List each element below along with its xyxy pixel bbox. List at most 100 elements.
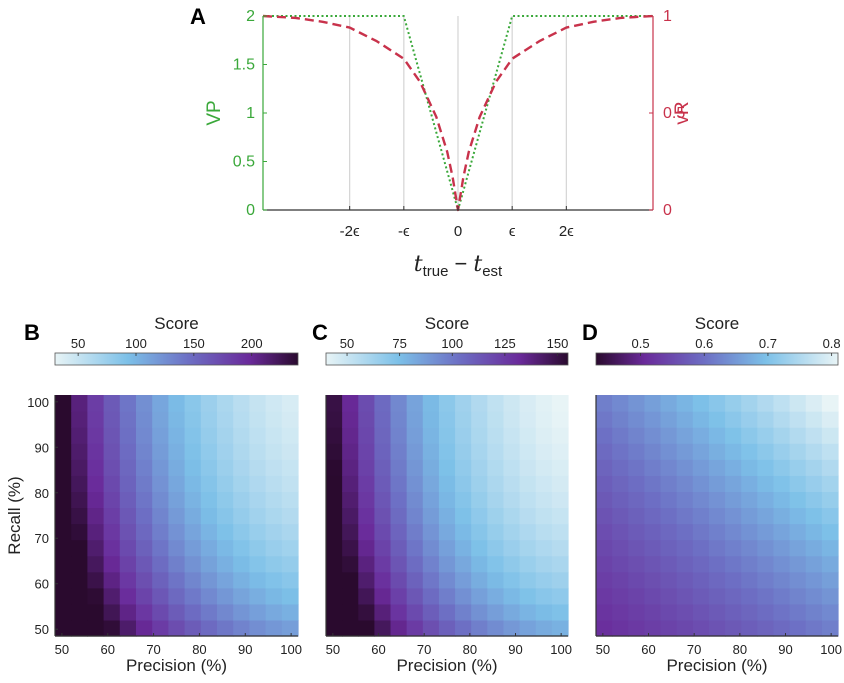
heatmap-cell [217, 411, 234, 428]
heatmap-cell [805, 571, 823, 589]
heatmap-cell [184, 443, 202, 460]
heatmap-cell [596, 587, 613, 605]
heatmap-cell [136, 539, 153, 557]
heatmap-cell [805, 459, 823, 476]
heatmap-cell [821, 459, 839, 476]
heatmap-cell [708, 523, 726, 541]
heatmap-cell [281, 411, 299, 428]
heatmap-cell [519, 539, 537, 557]
heatmap-cell [725, 507, 742, 525]
heatmap-cell [390, 491, 408, 509]
heatmap-cell [200, 395, 218, 412]
heatmap-cell [55, 507, 72, 525]
colorbar-tick-label: 0.7 [759, 336, 777, 351]
heatmap-cell [438, 491, 456, 509]
heatmap-cell [741, 491, 758, 509]
y-axis-label: Recall (%) [5, 476, 24, 554]
heatmap-cell [200, 507, 218, 525]
y-tick-label: 70 [35, 531, 49, 546]
heatmap-cell [168, 587, 186, 605]
heatmap-cell [87, 459, 105, 476]
heatmap-cell [281, 523, 299, 541]
heatmap-cell [471, 555, 488, 573]
heatmap-cell [551, 539, 569, 557]
heatmap-cell [342, 459, 359, 476]
heatmap-cell [281, 603, 299, 621]
colorbar-tick-label: 50 [340, 336, 354, 351]
heatmap-cell [708, 411, 726, 428]
heatmap-cell [233, 619, 250, 637]
colorbar-tick-label: 100 [441, 336, 463, 351]
heatmap-cell [692, 459, 710, 476]
heatmap-cell [676, 539, 694, 557]
heatmap-cell [87, 555, 105, 573]
heatmap-cell [821, 603, 839, 621]
heatmap-cell [789, 603, 807, 621]
heatmap-cell [773, 603, 791, 621]
heatmap-cell [326, 443, 343, 460]
heatmap-cell [821, 619, 839, 637]
x-tick-label: 0 [454, 223, 462, 240]
heatmap-cell [773, 555, 791, 573]
heatmap-cell [692, 603, 710, 621]
heatmap-cell [168, 555, 186, 573]
heatmap-cell [281, 507, 299, 525]
heatmap-cell [374, 491, 392, 509]
heatmap-cell [676, 427, 694, 444]
heatmap-cell [217, 571, 234, 589]
heatmap-cell [471, 443, 488, 460]
heatmap-cell [438, 619, 456, 637]
heatmap-cell [628, 395, 645, 412]
heatmap-cell [406, 603, 424, 621]
heatmap-cell [326, 587, 343, 605]
heatmap-cell [612, 459, 629, 476]
heatmap-cell [519, 555, 537, 573]
x-tick-label: 50 [55, 642, 69, 657]
heatmap-cell [233, 443, 250, 460]
heatmap-cell [326, 411, 343, 428]
heatmap-cell [71, 619, 88, 637]
heatmap-cell [326, 555, 343, 573]
heatmap-cell [805, 523, 823, 541]
heatmap-cell [136, 395, 153, 412]
heatmap-cell [281, 475, 299, 492]
heatmap-cell [103, 427, 121, 444]
heatmap-cell [821, 507, 839, 525]
x-tick-label: 100 [280, 642, 302, 657]
heatmap-cell [519, 459, 537, 476]
heatmap-cell [249, 619, 267, 637]
heatmap-cell [184, 491, 202, 509]
heatmap-cell [281, 555, 299, 573]
heatmap-cell [741, 619, 758, 637]
colorbar-title: Score [695, 314, 739, 333]
y-tick-label: 60 [35, 577, 49, 592]
heatmap-cell [87, 427, 105, 444]
heatmap-cell [136, 411, 153, 428]
heatmap-cell [660, 491, 678, 509]
heatmap-cell [184, 475, 202, 492]
heatmap-cell [535, 619, 553, 637]
heatmap-cell [725, 571, 742, 589]
heatmap-cell [103, 443, 121, 460]
heatmap-cell [503, 395, 521, 412]
heatmap-cell [805, 427, 823, 444]
heatmap-cell [168, 395, 186, 412]
heatmap-cell [406, 395, 424, 412]
heatmap-cell [821, 411, 839, 428]
heatmap-cell [612, 427, 629, 444]
heatmap-cell [217, 619, 234, 637]
heatmap-cell [281, 395, 299, 412]
heatmap-cell [644, 411, 662, 428]
heatmap-cell [87, 523, 105, 541]
heatmap-cell [390, 539, 408, 557]
heatmap-cell [342, 539, 359, 557]
heatmap-cell [596, 619, 613, 637]
heatmap-cell [773, 507, 791, 525]
heatmap-cell [628, 475, 645, 492]
xlabel-sub1: true [423, 263, 449, 280]
heatmap-cell [390, 443, 408, 460]
heatmap-cell [200, 539, 218, 557]
heatmap-cell [503, 443, 521, 460]
heatmap-cell [281, 619, 299, 637]
heatmap-cell [233, 603, 250, 621]
